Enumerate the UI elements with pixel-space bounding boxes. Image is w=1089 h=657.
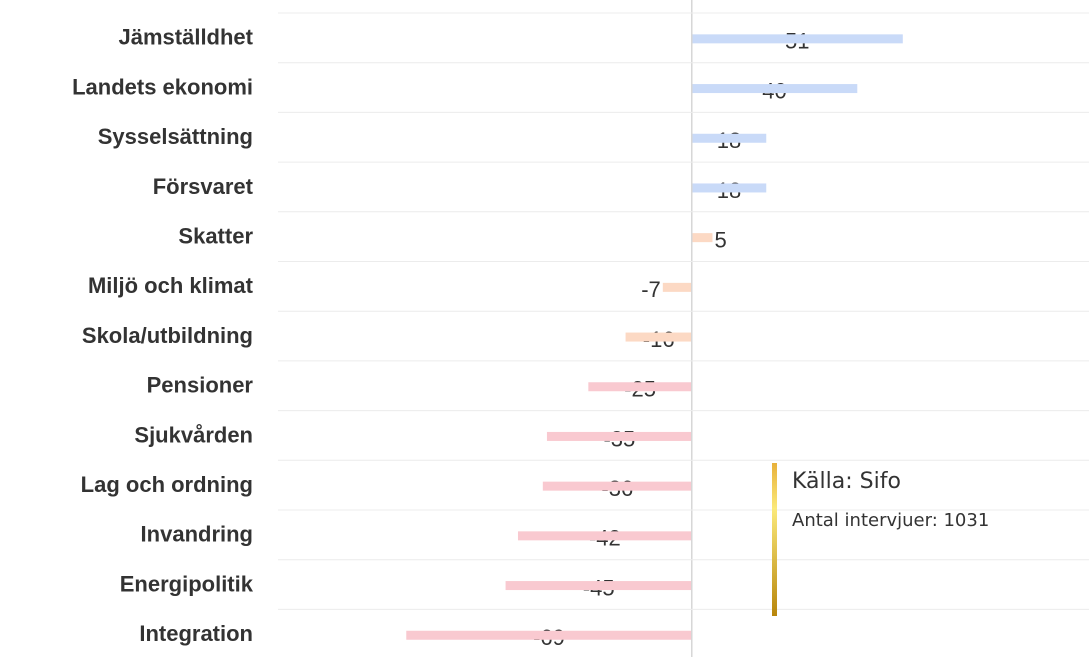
bar (517, 531, 692, 541)
category-label: Invandring (141, 522, 253, 547)
bar (505, 581, 692, 591)
category-label: Skola/utbildning (82, 323, 253, 348)
category-label: Miljö och klimat (88, 273, 254, 298)
bar (546, 431, 692, 441)
bar (691, 84, 858, 94)
bar (588, 382, 692, 392)
category-label: Energipolitik (120, 571, 254, 596)
value-label: 5 (714, 227, 726, 252)
category-label: Landets ekonomi (72, 74, 253, 99)
bar (691, 183, 767, 193)
sample-note: Antal intervjuer: 1031 (792, 510, 989, 531)
bar (542, 481, 692, 491)
category-label: Skatter (178, 223, 253, 248)
category-label: Sjukvården (134, 422, 253, 447)
category-label: Lag och ordning (81, 472, 253, 497)
category-label: Pensioner (147, 373, 254, 398)
source-note: Källa: Sifo (792, 469, 901, 494)
category-label: Sysselsättning (98, 124, 253, 149)
category-label: Integration (139, 621, 253, 646)
category-label: Jämställdhet (119, 25, 254, 50)
value-label: -7 (641, 277, 661, 302)
note-accent (772, 463, 777, 616)
bar (691, 133, 767, 143)
bar (691, 233, 713, 243)
bar (406, 630, 692, 640)
category-label: Försvaret (153, 174, 254, 199)
bar (691, 34, 903, 44)
bar (662, 282, 692, 292)
bar (625, 332, 692, 342)
